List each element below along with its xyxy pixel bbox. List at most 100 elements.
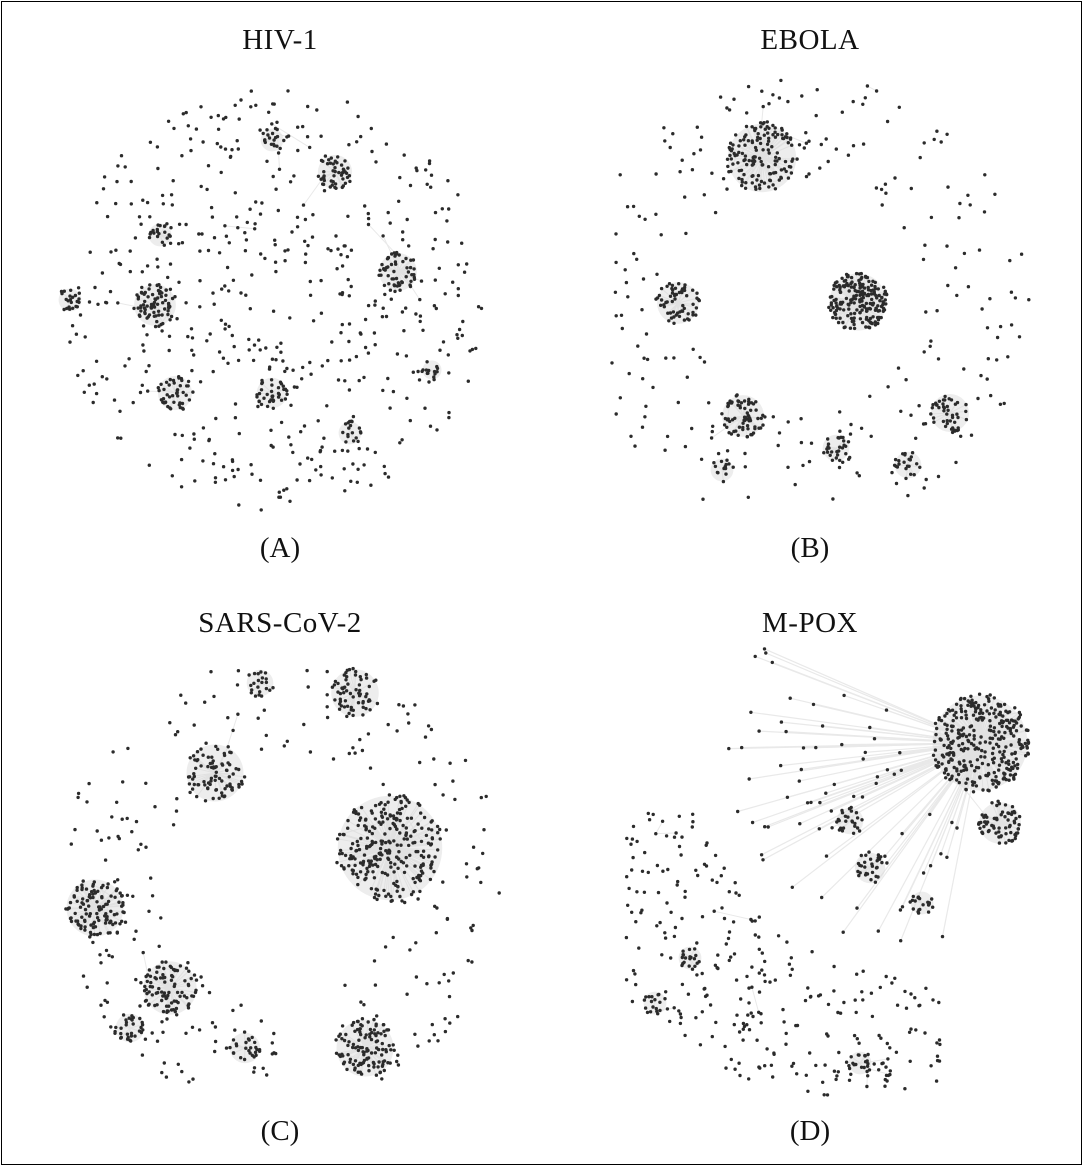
node — [138, 390, 143, 395]
node — [738, 406, 742, 410]
panel-b-caption: (B) — [790, 532, 830, 564]
node — [265, 159, 269, 163]
node — [383, 292, 387, 297]
node — [827, 446, 831, 450]
node — [357, 378, 361, 383]
node — [343, 489, 347, 493]
node — [213, 1049, 217, 1054]
node — [355, 1027, 360, 1032]
node — [342, 691, 346, 695]
node — [95, 201, 99, 205]
node — [150, 1031, 154, 1035]
edge — [365, 847, 391, 879]
node — [841, 320, 845, 325]
node — [749, 408, 753, 412]
node — [349, 705, 353, 710]
node — [247, 337, 251, 342]
node — [998, 713, 1003, 717]
node — [75, 888, 79, 892]
node — [726, 404, 730, 409]
node — [395, 284, 400, 288]
node — [990, 778, 994, 782]
node — [766, 131, 770, 135]
node — [357, 847, 362, 852]
node — [346, 166, 350, 170]
node — [236, 467, 240, 472]
node — [351, 713, 355, 718]
node — [771, 1075, 775, 1079]
node — [425, 360, 429, 364]
node — [463, 758, 468, 763]
node — [685, 294, 689, 298]
node — [826, 1002, 831, 1007]
node — [654, 832, 658, 836]
node — [959, 707, 963, 711]
edge — [853, 1058, 889, 1066]
node — [345, 255, 350, 259]
node — [828, 295, 833, 299]
node — [757, 1010, 761, 1014]
node — [372, 1028, 376, 1032]
node — [983, 740, 988, 744]
node — [344, 678, 348, 682]
node — [236, 358, 241, 363]
node — [392, 881, 396, 886]
node — [128, 269, 132, 274]
node — [747, 1077, 751, 1081]
node — [95, 900, 99, 904]
node — [75, 885, 79, 890]
node — [858, 317, 863, 321]
node — [244, 293, 248, 297]
node — [957, 780, 961, 785]
node — [401, 238, 405, 242]
node — [366, 222, 371, 227]
node — [456, 1014, 460, 1019]
node — [341, 167, 346, 171]
node — [776, 132, 780, 137]
node — [773, 126, 777, 130]
node — [465, 262, 469, 266]
node — [242, 1030, 247, 1034]
node — [330, 685, 335, 689]
node — [835, 450, 839, 454]
node — [321, 182, 326, 187]
node — [327, 158, 331, 162]
node — [722, 423, 727, 427]
spoke-edge — [930, 742, 981, 866]
node — [346, 214, 350, 218]
node — [164, 293, 168, 297]
node — [373, 299, 377, 303]
node — [731, 162, 735, 166]
node — [230, 459, 235, 464]
node — [733, 881, 737, 885]
node — [123, 920, 128, 924]
node — [885, 119, 890, 124]
node — [1027, 298, 1031, 302]
node — [368, 1032, 372, 1036]
node — [943, 394, 947, 399]
node — [418, 314, 423, 318]
edge — [355, 847, 391, 852]
node — [337, 1053, 341, 1057]
node — [675, 883, 679, 887]
node — [130, 830, 134, 834]
node — [945, 404, 949, 409]
node — [342, 1060, 347, 1064]
node — [624, 935, 629, 940]
node — [192, 353, 196, 357]
node — [365, 692, 369, 696]
node — [771, 415, 775, 419]
node — [784, 169, 788, 174]
node — [421, 328, 425, 332]
node — [888, 1046, 892, 1050]
node — [363, 1036, 367, 1040]
node — [663, 931, 667, 935]
node — [436, 1039, 440, 1043]
node — [960, 742, 965, 746]
node — [179, 457, 184, 462]
node — [969, 433, 974, 437]
node — [277, 490, 281, 494]
node — [356, 701, 361, 705]
node — [809, 441, 814, 445]
node — [838, 458, 842, 463]
